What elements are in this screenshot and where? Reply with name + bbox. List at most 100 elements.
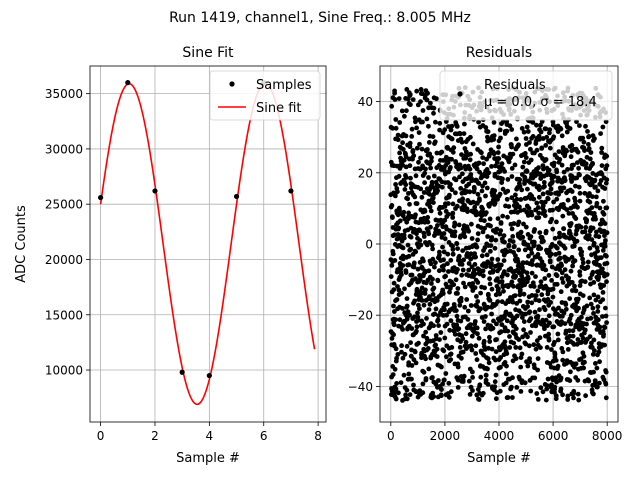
residual-point xyxy=(584,303,590,309)
residual-point xyxy=(403,392,408,398)
residual-point xyxy=(516,337,522,342)
residual-point xyxy=(443,371,449,376)
residual-point xyxy=(502,169,507,174)
residual-point xyxy=(604,163,610,169)
residual-point xyxy=(540,191,546,197)
residual-point xyxy=(575,296,581,302)
residual-point xyxy=(521,291,527,297)
residual-point xyxy=(604,177,610,183)
residual-point xyxy=(461,230,467,236)
residual-point xyxy=(444,321,450,327)
residual-point xyxy=(519,351,525,357)
residual-point xyxy=(582,279,588,285)
residual-point xyxy=(476,335,482,341)
residual-point xyxy=(394,381,399,386)
residuals-ytick-label: 40 xyxy=(358,95,373,109)
residual-point xyxy=(414,88,420,94)
residual-point xyxy=(558,289,564,295)
residual-point xyxy=(431,323,436,329)
residual-point xyxy=(558,386,564,392)
residual-point xyxy=(449,187,455,193)
residual-point xyxy=(505,214,510,220)
residuals-xtick-label: 8000 xyxy=(592,429,623,443)
residual-point xyxy=(500,213,506,219)
residual-point xyxy=(527,309,533,315)
residual-point xyxy=(577,198,583,204)
residual-point xyxy=(581,139,587,145)
residual-point xyxy=(444,301,450,307)
residual-point xyxy=(465,209,470,215)
residual-point xyxy=(466,267,472,273)
residual-point xyxy=(424,335,430,341)
residual-point xyxy=(492,379,498,385)
residual-point xyxy=(528,330,533,335)
residual-point xyxy=(543,397,549,403)
residual-point xyxy=(445,261,450,267)
residual-point xyxy=(587,245,593,251)
residual-point xyxy=(408,175,413,181)
residual-point xyxy=(479,150,484,156)
residual-point xyxy=(441,158,446,163)
residual-point xyxy=(449,123,455,129)
residual-point xyxy=(571,388,577,394)
residual-point xyxy=(572,283,577,289)
residual-point xyxy=(496,156,502,162)
residual-point xyxy=(395,352,401,357)
residual-point xyxy=(434,346,440,352)
residual-point xyxy=(583,393,588,399)
residual-point xyxy=(554,245,560,251)
residual-point xyxy=(485,129,491,135)
residual-point xyxy=(437,210,443,216)
residual-point xyxy=(541,180,547,185)
residual-point xyxy=(451,145,457,151)
residual-point xyxy=(460,379,466,384)
residual-point xyxy=(545,196,551,202)
residual-point xyxy=(502,360,508,365)
sample-point xyxy=(288,188,294,194)
residual-point xyxy=(423,356,428,362)
residual-point xyxy=(549,278,554,283)
residual-point xyxy=(412,194,418,200)
residual-point xyxy=(539,292,545,298)
residual-point xyxy=(565,167,570,172)
residuals-title: Residuals xyxy=(466,45,532,61)
residual-point xyxy=(483,377,489,383)
residual-point xyxy=(585,259,591,265)
residual-point xyxy=(448,257,454,263)
residual-point xyxy=(406,262,412,268)
residual-point xyxy=(518,197,524,202)
residual-point xyxy=(452,331,458,337)
residual-point xyxy=(591,292,597,298)
residual-point xyxy=(523,224,529,230)
residual-point xyxy=(521,129,527,135)
residual-point xyxy=(568,312,574,318)
residual-point xyxy=(407,144,413,150)
residual-point xyxy=(422,180,427,186)
residual-point xyxy=(426,175,431,180)
residual-point xyxy=(488,248,493,254)
residual-point xyxy=(554,196,560,202)
residual-point xyxy=(522,175,528,181)
residual-point xyxy=(404,396,410,402)
residual-point xyxy=(432,311,438,317)
residual-point xyxy=(594,200,600,206)
residual-point xyxy=(528,146,533,152)
residual-point xyxy=(487,334,492,340)
residual-point xyxy=(399,108,405,114)
residual-point xyxy=(503,371,509,377)
residual-point xyxy=(397,150,402,156)
residual-point xyxy=(586,142,591,147)
residual-point xyxy=(402,113,407,119)
residual-point xyxy=(540,203,546,209)
residual-point xyxy=(409,126,415,132)
residual-point xyxy=(491,133,497,139)
residual-point xyxy=(518,208,523,213)
residual-point xyxy=(510,151,516,157)
sine-fit-grid xyxy=(90,66,326,422)
residual-point xyxy=(561,226,567,232)
sine-fit-ytick-label: 35000 xyxy=(45,87,83,101)
residual-point xyxy=(399,349,404,355)
residual-point xyxy=(586,146,592,152)
residual-point xyxy=(570,328,576,334)
